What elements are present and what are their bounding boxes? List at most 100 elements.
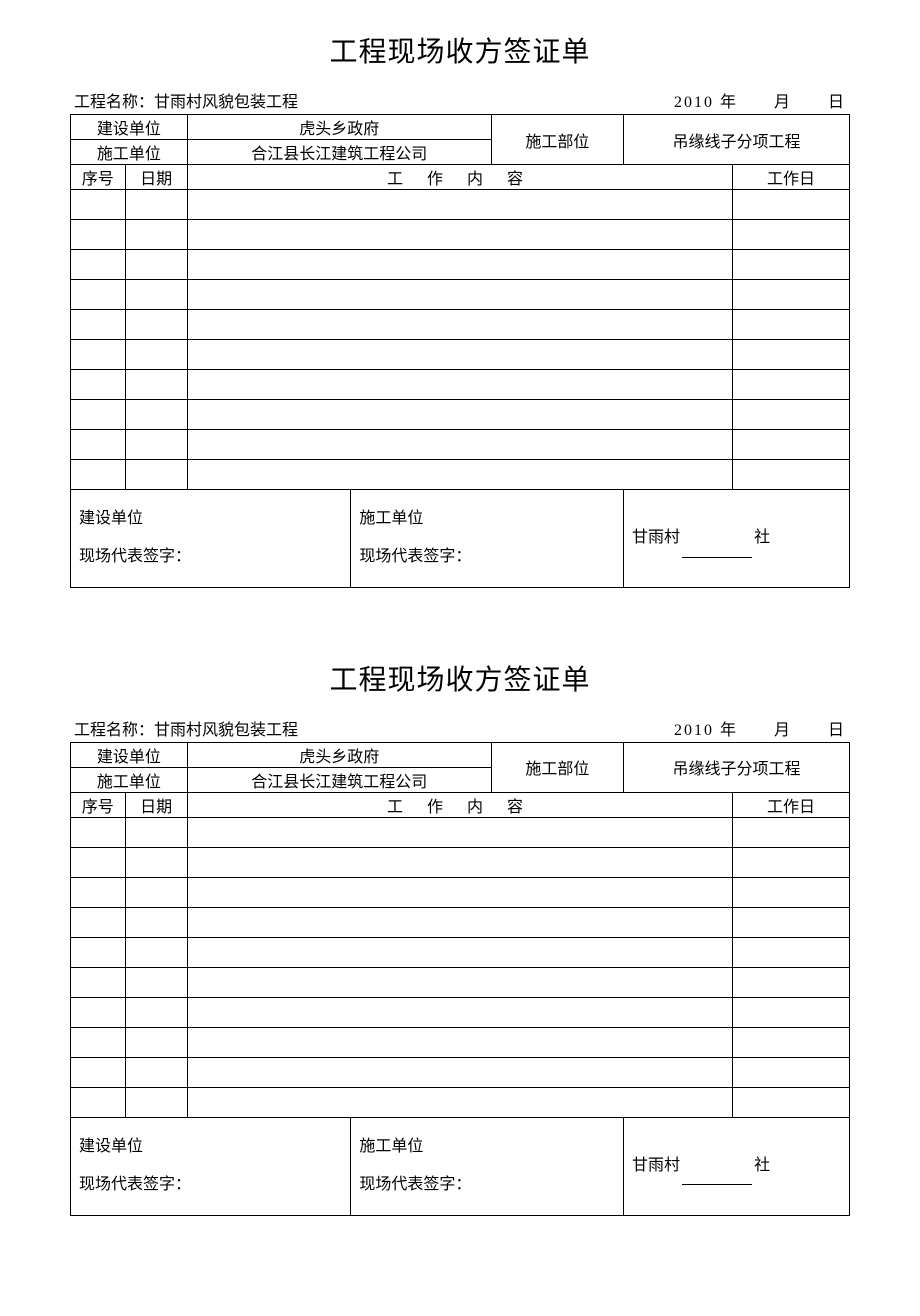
cell-seq[interactable] xyxy=(71,430,126,460)
cell-seq[interactable] xyxy=(71,370,126,400)
table-row xyxy=(71,220,850,250)
sig-mid-line2: 现场代表签字： xyxy=(359,1166,615,1204)
sig-mid-line1: 施工单位 xyxy=(359,500,615,538)
cell-date[interactable] xyxy=(125,877,187,907)
cell-seq[interactable] xyxy=(71,1087,126,1117)
cell-workday[interactable] xyxy=(733,937,850,967)
cell-workday[interactable] xyxy=(733,1057,850,1087)
cell-seq[interactable] xyxy=(71,220,126,250)
cell-seq[interactable] xyxy=(71,400,126,430)
work-label: 工 作 内 容 xyxy=(187,792,732,817)
cell-seq[interactable] xyxy=(71,1027,126,1057)
build-unit-label: 建设单位 xyxy=(71,115,188,140)
cell-date[interactable] xyxy=(125,1087,187,1117)
sig-village[interactable]: 甘雨村社 xyxy=(624,1117,850,1215)
cell-date[interactable] xyxy=(125,310,187,340)
cell-work[interactable] xyxy=(187,280,732,310)
date-text: 2010 年 月 日 xyxy=(674,716,846,740)
cell-workday[interactable] xyxy=(733,280,850,310)
const-unit-value: 合江县长江建筑工程公司 xyxy=(187,767,491,792)
cell-date[interactable] xyxy=(125,430,187,460)
cell-work[interactable] xyxy=(187,907,732,937)
cell-workday[interactable] xyxy=(733,847,850,877)
cell-work[interactable] xyxy=(187,1057,732,1087)
cell-seq[interactable] xyxy=(71,340,126,370)
sig-const-unit[interactable]: 施工单位现场代表签字： xyxy=(351,1117,624,1215)
cell-workday[interactable] xyxy=(733,370,850,400)
cell-date[interactable] xyxy=(125,220,187,250)
cell-date[interactable] xyxy=(125,460,187,490)
sig-right-blank[interactable] xyxy=(682,557,752,558)
cell-seq[interactable] xyxy=(71,190,126,220)
cell-seq[interactable] xyxy=(71,250,126,280)
cell-workday[interactable] xyxy=(733,1027,850,1057)
table-row xyxy=(71,1027,850,1057)
cell-workday[interactable] xyxy=(733,907,850,937)
sig-right-blank[interactable] xyxy=(682,1184,752,1185)
table-row xyxy=(71,1087,850,1117)
cell-work[interactable] xyxy=(187,370,732,400)
cell-seq[interactable] xyxy=(71,460,126,490)
cell-work[interactable] xyxy=(187,997,732,1027)
cell-workday[interactable] xyxy=(733,310,850,340)
cell-date[interactable] xyxy=(125,400,187,430)
cell-workday[interactable] xyxy=(733,817,850,847)
cell-work[interactable] xyxy=(187,817,732,847)
cell-workday[interactable] xyxy=(733,877,850,907)
cell-seq[interactable] xyxy=(71,847,126,877)
cell-work[interactable] xyxy=(187,967,732,997)
cell-workday[interactable] xyxy=(733,400,850,430)
cell-seq[interactable] xyxy=(71,817,126,847)
sig-build-unit[interactable]: 建设单位现场代表签字： xyxy=(71,1117,351,1215)
cell-work[interactable] xyxy=(187,877,732,907)
cell-date[interactable] xyxy=(125,370,187,400)
cell-date[interactable] xyxy=(125,907,187,937)
cell-work[interactable] xyxy=(187,250,732,280)
cell-workday[interactable] xyxy=(733,1087,850,1117)
cell-workday[interactable] xyxy=(733,220,850,250)
cell-date[interactable] xyxy=(125,937,187,967)
cell-seq[interactable] xyxy=(71,997,126,1027)
cell-work[interactable] xyxy=(187,220,732,250)
cell-workday[interactable] xyxy=(733,460,850,490)
cell-work[interactable] xyxy=(187,1087,732,1117)
signature-row: 建设单位现场代表签字：施工单位现场代表签字：甘雨村社 xyxy=(71,490,850,588)
cell-workday[interactable] xyxy=(733,340,850,370)
sig-mid-line1: 施工单位 xyxy=(359,1128,615,1166)
cell-date[interactable] xyxy=(125,1057,187,1087)
cell-seq[interactable] xyxy=(71,1057,126,1087)
cell-date[interactable] xyxy=(125,340,187,370)
cell-workday[interactable] xyxy=(733,250,850,280)
sig-build-unit[interactable]: 建设单位现场代表签字： xyxy=(71,490,351,588)
cell-work[interactable] xyxy=(187,190,732,220)
cell-date[interactable] xyxy=(125,250,187,280)
cell-seq[interactable] xyxy=(71,937,126,967)
cell-date[interactable] xyxy=(125,280,187,310)
cell-date[interactable] xyxy=(125,1027,187,1057)
cell-work[interactable] xyxy=(187,1027,732,1057)
cell-workday[interactable] xyxy=(733,430,850,460)
cell-seq[interactable] xyxy=(71,310,126,340)
sig-const-unit[interactable]: 施工单位现场代表签字： xyxy=(351,490,624,588)
cell-seq[interactable] xyxy=(71,877,126,907)
cell-work[interactable] xyxy=(187,937,732,967)
project-label: 工程名称： xyxy=(74,722,154,739)
cell-work[interactable] xyxy=(187,400,732,430)
cell-workday[interactable] xyxy=(733,997,850,1027)
cell-work[interactable] xyxy=(187,430,732,460)
cell-workday[interactable] xyxy=(733,967,850,997)
cell-work[interactable] xyxy=(187,460,732,490)
cell-date[interactable] xyxy=(125,847,187,877)
cell-seq[interactable] xyxy=(71,280,126,310)
cell-date[interactable] xyxy=(125,190,187,220)
cell-workday[interactable] xyxy=(733,190,850,220)
cell-date[interactable] xyxy=(125,817,187,847)
cell-date[interactable] xyxy=(125,997,187,1027)
cell-work[interactable] xyxy=(187,310,732,340)
cell-seq[interactable] xyxy=(71,907,126,937)
cell-work[interactable] xyxy=(187,847,732,877)
cell-date[interactable] xyxy=(125,967,187,997)
sig-village[interactable]: 甘雨村社 xyxy=(624,490,850,588)
cell-seq[interactable] xyxy=(71,967,126,997)
cell-work[interactable] xyxy=(187,340,732,370)
